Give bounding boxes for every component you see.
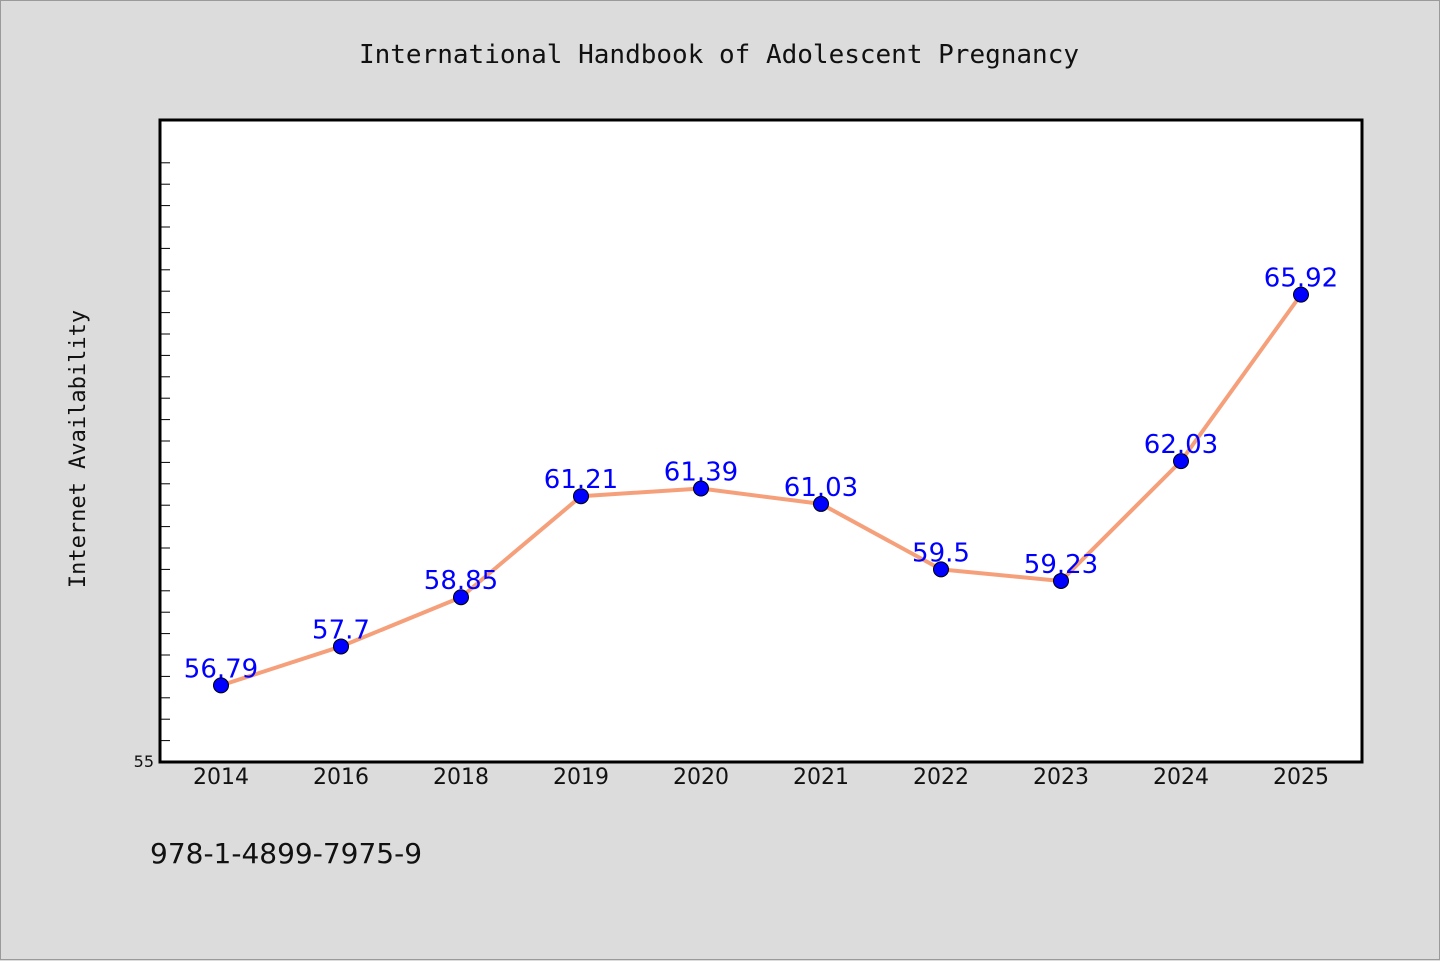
data-point — [813, 495, 829, 512]
data-point — [213, 677, 229, 694]
y-axis-ticks — [160, 162, 170, 763]
series-line — [220, 293, 1303, 688]
x-tick-label: 2018 — [433, 765, 489, 790]
series-markers — [213, 286, 1309, 694]
data-point — [573, 488, 589, 505]
data-point — [333, 638, 349, 655]
data-label: 61.39 — [664, 458, 738, 488]
y-tick-label-min: 55 — [134, 752, 154, 771]
y-axis-label: Internet Availability — [66, 310, 91, 588]
data-point — [693, 480, 709, 497]
data-label: 58.85 — [424, 566, 498, 596]
data-point — [933, 561, 949, 578]
data-point — [453, 589, 469, 606]
data-label: 61.03 — [784, 473, 858, 503]
data-label: 65.92 — [1264, 264, 1338, 294]
x-tick-label: 2019 — [553, 765, 609, 790]
x-tick-label: 2016 — [313, 765, 369, 790]
data-label: 59.23 — [1024, 550, 1098, 580]
data-label: 61.21 — [544, 465, 618, 495]
data-label: 62.03 — [1144, 430, 1218, 460]
x-tick-label: 2020 — [673, 765, 729, 790]
data-label: 59.5 — [912, 538, 970, 568]
x-tick-label: 2022 — [913, 765, 969, 790]
data-point — [1053, 572, 1069, 589]
isbn-text: 978-1-4899-7975-9 — [150, 837, 422, 870]
x-tick-label: 2024 — [1153, 765, 1209, 790]
data-point — [1173, 453, 1189, 470]
x-tick-label: 2023 — [1033, 765, 1089, 790]
data-label: 57.7 — [312, 615, 370, 645]
x-axis-labels: 2014 2016 2018 2019 2020 2021 2022 2023 2024 2025 — [193, 765, 1329, 790]
plot-area — [158, 118, 1364, 764]
data-label: 56.79 — [184, 654, 258, 684]
data-point — [1293, 286, 1309, 303]
x-tick-label: 2025 — [1273, 765, 1329, 790]
chart-title: International Handbook of Adolescent Pre… — [359, 40, 1079, 70]
data-labels: 56.79 57.7 58.85 61.21 61.39 61.03 59.5 59.23 62… — [184, 264, 1338, 685]
x-tick-label: 2021 — [793, 765, 849, 790]
x-tick-label: 2014 — [193, 765, 249, 790]
